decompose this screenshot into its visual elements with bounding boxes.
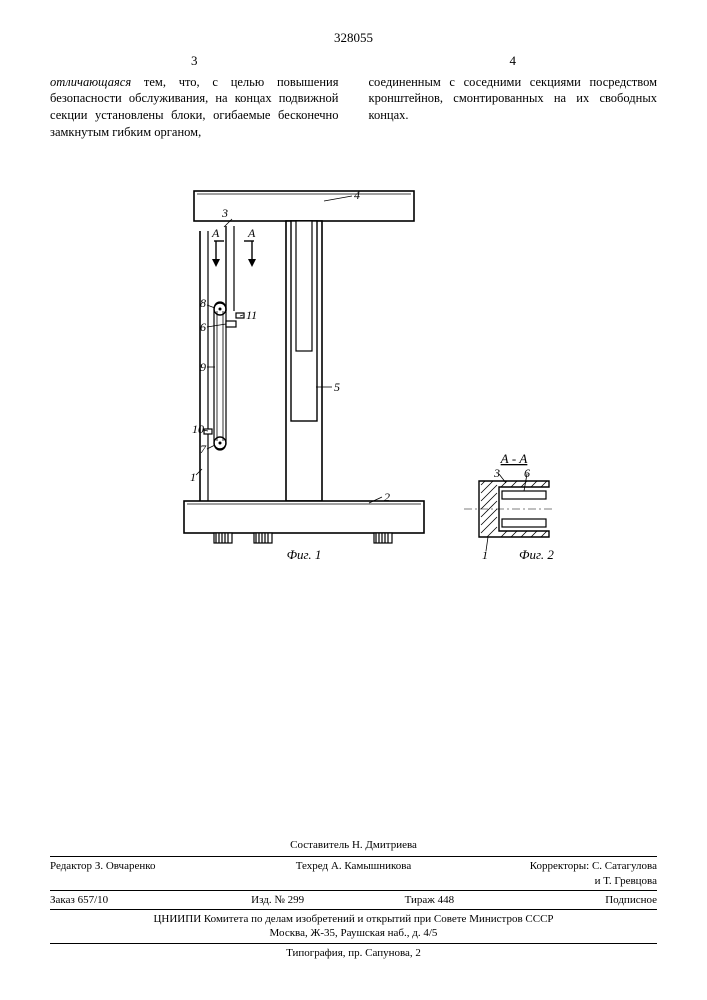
column-inner <box>296 221 312 351</box>
label-9: 9 <box>200 360 206 374</box>
label-11: 11 <box>246 308 257 322</box>
correctors-label: Корректоры: <box>530 860 589 872</box>
org-line1: ЦНИИПИ Комитета по делам изобретений и о… <box>50 912 657 926</box>
izd-label: Изд. № <box>251 894 285 906</box>
figure-area: А А 3 4 5 2 1 8 6 9 10 <box>104 171 604 621</box>
detail-piece-top <box>502 491 546 499</box>
detail-label-6: 6 <box>524 466 530 480</box>
detail-piece-bottom <box>502 519 546 527</box>
section-label: А - А <box>499 451 527 466</box>
bracket-6 <box>226 321 236 327</box>
right-column: 4 соединенным с соседними секциями посре… <box>369 52 658 141</box>
order-cell: Заказ 657/10 <box>50 893 202 907</box>
corrector-and: и <box>595 875 601 887</box>
techred-label: Техред <box>296 860 328 872</box>
section-detail: А - А <box>464 451 554 562</box>
right-col-number: 4 <box>369 52 658 70</box>
compiler-line: Составитель Н. Дмитриева <box>50 838 657 852</box>
correctors-cell: Корректоры: С. Сатагулова и Т. Гревцова <box>455 859 657 888</box>
print-row: Заказ 657/10 Изд. № 299 Тираж 448 Подпис… <box>50 890 657 907</box>
tirazh-value: 448 <box>438 894 455 906</box>
page-root: 328055 3 отличающаяся тем, что, с целью … <box>0 0 707 1000</box>
credits-row: Редактор З. Овчаренко Техред А. Камышник… <box>50 856 657 888</box>
order-value: 657/10 <box>78 894 109 906</box>
left-col-text: отличающаяся тем, что, с целью повышения… <box>50 74 339 142</box>
bracket-10 <box>204 429 212 434</box>
label-5: 5 <box>334 380 340 394</box>
label-A1: А <box>211 226 220 240</box>
tirazh-cell: Тираж 448 <box>354 893 506 907</box>
techred-name: А. Камышникова <box>331 860 411 872</box>
section-arrow-left <box>212 241 224 267</box>
base-rollers <box>214 533 392 543</box>
fig2-caption: Фиг. 2 <box>519 547 554 562</box>
fig1-caption: Фиг. 1 <box>286 547 321 562</box>
left-col-number: 3 <box>50 52 339 70</box>
label-7: 7 <box>200 442 207 456</box>
techred-cell: Техред А. Камышникова <box>252 859 454 888</box>
tirazh-label: Тираж <box>405 894 435 906</box>
compiler-name: Н. Дмитриева <box>352 839 417 851</box>
editor-cell: Редактор З. Овчаренко <box>50 859 252 888</box>
izd-value: 299 <box>288 894 305 906</box>
right-col-text: соединенным с соседними секциями посредс… <box>369 74 658 125</box>
label-A2: А <box>247 226 256 240</box>
left-column: 3 отличающаяся тем, что, с целью повышен… <box>50 52 339 141</box>
org-line2: Москва, Ж-35, Раушская наб., д. 4/5 <box>50 926 657 940</box>
detail-label-1: 1 <box>482 548 488 562</box>
corrector2: Т. Гревцова <box>603 875 657 887</box>
label-6: 6 <box>200 320 206 334</box>
label-1: 1 <box>190 470 196 484</box>
label-3: 3 <box>221 206 228 220</box>
text-columns: 3 отличающаяся тем, что, с целью повышен… <box>50 52 657 141</box>
label-2: 2 <box>384 490 390 504</box>
label-8: 8 <box>200 296 206 310</box>
editor-label: Редактор <box>50 860 92 872</box>
label-4: 4 <box>354 188 360 202</box>
section-arrow-right <box>244 241 256 267</box>
editor-name: З. Овчаренко <box>95 860 156 872</box>
order-label: Заказ <box>50 894 75 906</box>
printer-line: Типография, пр. Сапунова, 2 <box>50 943 657 960</box>
compiler-label: Составитель <box>290 839 349 851</box>
label-10: 10 <box>192 422 204 436</box>
italic-word: отличающаяся <box>50 75 131 89</box>
footer: Составитель Н. Дмитриева Редактор З. Овч… <box>50 838 657 960</box>
izd-cell: Изд. № 299 <box>202 893 354 907</box>
org-block: ЦНИИПИ Комитета по делам изобретений и о… <box>50 909 657 941</box>
base <box>184 501 424 533</box>
corrector1: С. Сатагулова <box>592 860 657 872</box>
patent-number: 328055 <box>50 30 657 46</box>
detail-label-3: 3 <box>493 466 500 480</box>
bracket-11 <box>236 313 244 318</box>
figure-svg: А А 3 4 5 2 1 8 6 9 10 <box>104 171 604 621</box>
subscription-cell: Подписное <box>505 893 657 907</box>
